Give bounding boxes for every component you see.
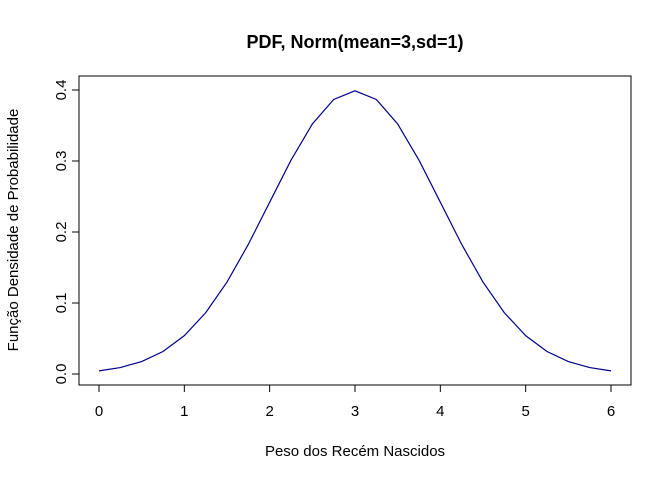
- y-axis-label: Função Densidade de Probabilidade: [5, 109, 22, 352]
- y-tick-label: 0.4: [53, 80, 70, 101]
- y-tick-label: 0.3: [53, 151, 70, 172]
- x-tick-label: 3: [351, 403, 359, 420]
- y-tick-label: 0.1: [53, 293, 70, 314]
- x-tick-label: 5: [521, 403, 529, 420]
- x-tick-label: 6: [607, 403, 615, 420]
- chart-title: PDF, Norm(mean=3,sd=1): [246, 32, 463, 52]
- x-axis-label: Peso dos Recém Nascidos: [265, 443, 445, 460]
- y-axis: 0.0 0.1 0.2 0.3 0.4: [53, 80, 80, 385]
- plot-frame: [78, 75, 632, 386]
- x-tick-label: 2: [265, 403, 273, 420]
- x-tick-label: 1: [180, 403, 188, 420]
- y-tick-label: 0.0: [53, 364, 70, 385]
- x-axis: 0 1 2 3 4 5 6: [95, 384, 615, 420]
- x-tick-label: 0: [95, 403, 103, 420]
- y-tick-label: 0.2: [53, 222, 70, 243]
- x-tick-label: 4: [436, 403, 444, 420]
- series-line: [98, 90, 612, 372]
